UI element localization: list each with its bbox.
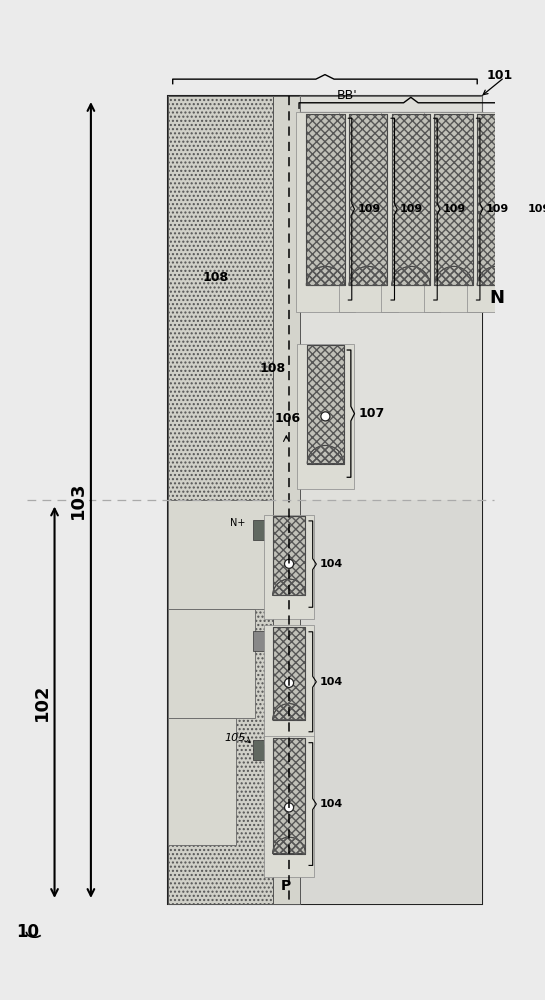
Bar: [296, 112, 355, 312]
Text: 109: 109: [443, 204, 466, 214]
Wedge shape: [349, 266, 387, 285]
Wedge shape: [477, 266, 516, 285]
Bar: [168, 609, 255, 718]
Text: 108: 108: [203, 271, 229, 284]
Bar: [272, 516, 305, 595]
Bar: [467, 112, 526, 312]
Text: 104: 104: [320, 799, 343, 809]
Text: 109: 109: [357, 204, 380, 214]
Text: 106: 106: [275, 412, 301, 425]
Circle shape: [284, 678, 294, 687]
Text: N+: N+: [230, 518, 245, 528]
Bar: [434, 114, 473, 285]
Bar: [272, 627, 305, 720]
Bar: [168, 96, 482, 500]
Wedge shape: [272, 704, 305, 720]
Text: P: P: [281, 879, 292, 893]
Bar: [168, 96, 482, 904]
Bar: [306, 114, 344, 285]
Text: BB': BB': [337, 89, 358, 102]
Bar: [477, 114, 516, 285]
Bar: [307, 345, 343, 464]
Bar: [297, 344, 354, 489]
Bar: [253, 631, 269, 651]
Circle shape: [284, 559, 294, 568]
Wedge shape: [434, 266, 473, 285]
Text: 109: 109: [400, 204, 423, 214]
Bar: [272, 516, 305, 595]
Text: 104: 104: [320, 677, 343, 687]
Bar: [338, 112, 398, 312]
Bar: [264, 736, 314, 877]
Text: 101: 101: [486, 69, 512, 82]
Bar: [349, 114, 387, 285]
Bar: [392, 114, 430, 285]
Bar: [424, 112, 483, 312]
Bar: [382, 112, 440, 312]
Text: 108: 108: [259, 362, 286, 375]
Wedge shape: [272, 579, 305, 595]
Text: 109: 109: [528, 204, 545, 214]
Bar: [477, 114, 516, 285]
Bar: [349, 114, 387, 285]
Bar: [392, 114, 430, 285]
Wedge shape: [307, 445, 343, 464]
Bar: [307, 345, 343, 464]
Bar: [253, 740, 269, 760]
Bar: [253, 520, 269, 540]
Text: 10: 10: [16, 923, 39, 941]
Text: 104: 104: [320, 559, 343, 569]
Bar: [434, 114, 473, 285]
Text: N: N: [489, 289, 504, 307]
Wedge shape: [272, 837, 305, 854]
Bar: [272, 738, 305, 854]
Wedge shape: [306, 266, 344, 285]
Bar: [264, 625, 314, 744]
Bar: [168, 500, 272, 609]
Bar: [168, 96, 272, 500]
Text: 102: 102: [33, 683, 51, 721]
Bar: [300, 96, 482, 112]
Bar: [168, 500, 482, 904]
Circle shape: [284, 803, 294, 812]
Text: 109: 109: [486, 204, 508, 214]
Bar: [300, 96, 482, 112]
Bar: [306, 114, 344, 285]
Text: 103: 103: [69, 481, 87, 519]
Bar: [272, 738, 305, 854]
Bar: [264, 515, 314, 619]
Bar: [272, 96, 300, 904]
Text: 105: 105: [224, 733, 245, 743]
Circle shape: [321, 412, 330, 421]
Text: 107: 107: [358, 407, 384, 420]
Bar: [272, 627, 305, 720]
Wedge shape: [392, 266, 430, 285]
Bar: [168, 500, 272, 904]
Bar: [168, 718, 237, 845]
